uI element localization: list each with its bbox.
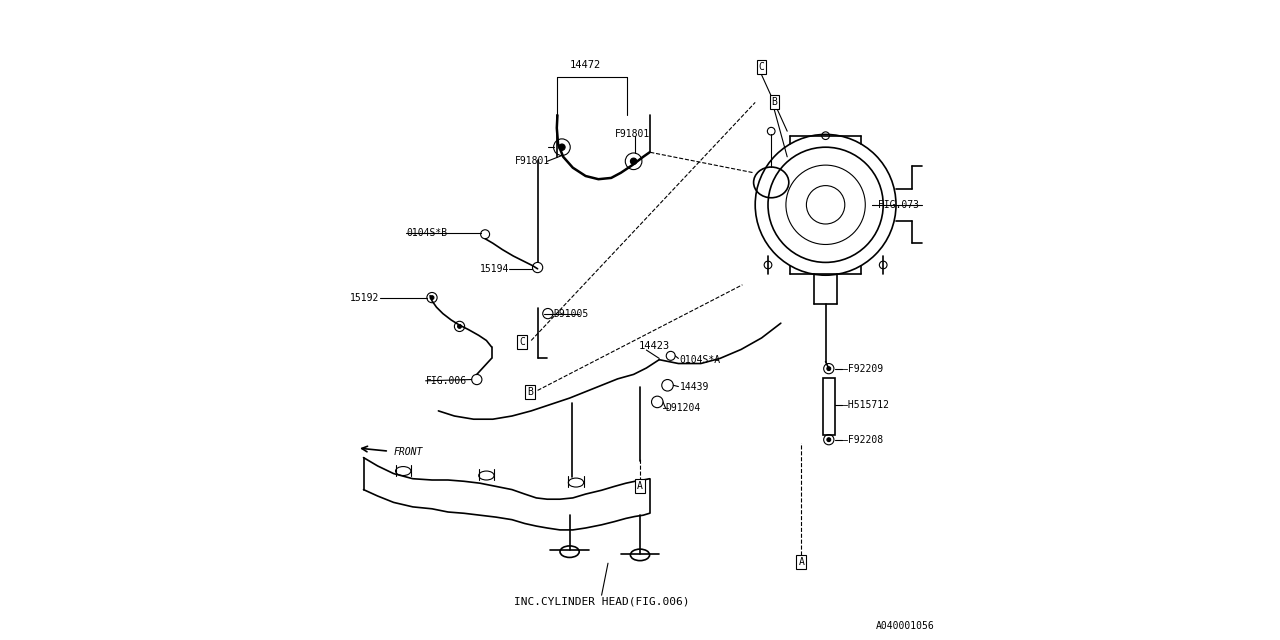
Text: D91005: D91005: [554, 308, 589, 319]
Text: F91801: F91801: [614, 129, 650, 140]
Text: —: —: [550, 308, 557, 319]
Text: B: B: [527, 387, 532, 397]
Text: C: C: [520, 337, 525, 348]
Text: D91204: D91204: [666, 403, 701, 413]
Text: —F92208: —F92208: [842, 435, 883, 445]
Text: C: C: [759, 62, 764, 72]
Circle shape: [458, 324, 462, 328]
Text: 14439: 14439: [680, 381, 709, 392]
Text: A040001056: A040001056: [877, 621, 934, 631]
Text: A: A: [637, 481, 643, 492]
Text: F91801: F91801: [516, 156, 550, 166]
Circle shape: [827, 438, 831, 442]
Text: —F92209: —F92209: [842, 364, 883, 374]
Text: 0104S*A: 0104S*A: [680, 355, 721, 365]
Text: A: A: [799, 557, 804, 567]
Circle shape: [430, 296, 434, 300]
Circle shape: [630, 158, 637, 164]
Text: —H515712: —H515712: [842, 400, 888, 410]
Text: 14472: 14472: [570, 60, 602, 70]
Text: —: —: [663, 403, 669, 413]
Circle shape: [827, 367, 831, 371]
Text: INC.CYLINDER HEAD(FIG.006): INC.CYLINDER HEAD(FIG.006): [513, 596, 690, 607]
Text: 14423: 14423: [639, 340, 669, 351]
Circle shape: [559, 144, 566, 150]
Text: B: B: [772, 97, 777, 108]
Text: 15194: 15194: [480, 264, 508, 274]
Text: 15192: 15192: [351, 292, 379, 303]
Text: —FIG.073: —FIG.073: [873, 200, 919, 210]
Bar: [823, 378, 835, 435]
Text: FRONT: FRONT: [394, 447, 422, 458]
Text: 0104S*B: 0104S*B: [407, 228, 448, 238]
Text: FIG.006: FIG.006: [425, 376, 467, 386]
